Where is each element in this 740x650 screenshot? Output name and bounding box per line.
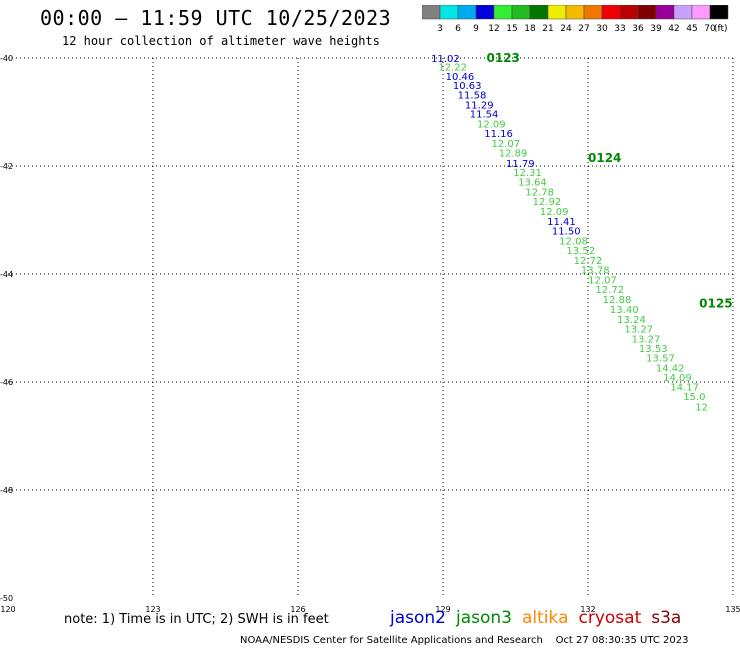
wave-height-point: 12.08 bbox=[559, 237, 588, 248]
x-tick-label: 123 bbox=[145, 605, 160, 614]
wave-height-point: 12.22 bbox=[438, 63, 467, 74]
wave-height-point: 12.88 bbox=[603, 295, 632, 306]
legend-s3a: s3a bbox=[651, 608, 682, 628]
wave-height-point: 14.09 bbox=[663, 373, 692, 384]
wave-height-point: 13.64 bbox=[518, 178, 547, 189]
wave-height-point: 13.57 bbox=[646, 354, 675, 365]
legend-jason2: jason2 bbox=[390, 608, 446, 628]
x-tick-label: 126 bbox=[290, 605, 305, 614]
x-tick-label: 129 bbox=[435, 605, 450, 614]
wave-height-point: 12.31 bbox=[513, 168, 542, 179]
colorbar-tick-label: 18 bbox=[524, 24, 536, 34]
y-tick-label: -44 bbox=[0, 270, 13, 279]
colorbar-tick-label: 6 bbox=[455, 24, 461, 34]
wave-height-point: 12.72 bbox=[595, 285, 624, 296]
wave-height-point: 11.29 bbox=[465, 100, 494, 111]
colorbar-tick-label: 15 bbox=[506, 24, 517, 34]
y-tick-label: -40 bbox=[0, 54, 13, 63]
y-tick-label: -48 bbox=[0, 486, 13, 495]
colorbar-swatch bbox=[709, 5, 729, 20]
color-scale-bar: 3 6 9 12 15 18 21 24 27 30 33 36 39 42 45 70(ft) bbox=[422, 5, 729, 34]
legend-jason3: jason3 bbox=[456, 608, 512, 628]
wave-height-point: 10.63 bbox=[453, 81, 482, 92]
wave-height-point: 14.42 bbox=[656, 363, 685, 374]
y-tick-label: -50 bbox=[0, 594, 13, 603]
wave-height-point: 12.09 bbox=[477, 119, 506, 130]
credit-line: NOAA/NESDIS Center for Satellite Applica… bbox=[240, 635, 689, 646]
wave-height-point: 13.24 bbox=[617, 315, 646, 326]
wave-height-point: 12.09 bbox=[540, 207, 569, 218]
colorbar-tick-label: 21 bbox=[542, 24, 553, 34]
wave-height-point: 11.50 bbox=[552, 226, 581, 237]
x-tick-label: 135 bbox=[725, 605, 740, 614]
wave-height-point: 11.54 bbox=[470, 110, 499, 121]
x-tick-label: 120 bbox=[0, 605, 15, 614]
legend-altika: altika bbox=[522, 608, 569, 628]
track-time-label: 0124 bbox=[588, 151, 621, 165]
wave-height-point: 13.40 bbox=[610, 305, 639, 316]
wave-height-point: 14.17 bbox=[670, 382, 699, 393]
wave-height-point: 11.79 bbox=[506, 159, 535, 170]
wave-height-point: 12.92 bbox=[533, 197, 562, 208]
colorbar-tick-label: 30 bbox=[596, 24, 608, 34]
colorbar-tick-label: 27 bbox=[578, 24, 589, 34]
colorbar-tick-label: 9 bbox=[473, 24, 479, 34]
y-tick-label: -42 bbox=[0, 162, 13, 171]
colorbar-tick-label: 24 bbox=[560, 24, 572, 34]
colorbar-unit-label: (ft) bbox=[714, 24, 728, 34]
wave-height-point: 11.58 bbox=[458, 91, 487, 102]
colorbar-tick-label: 3 bbox=[437, 24, 443, 34]
wave-height-point: 12 bbox=[695, 402, 708, 413]
colorbar-tick-label: 70 bbox=[704, 24, 716, 34]
wave-height-point: 13.52 bbox=[566, 246, 595, 257]
track-time-label: 0123 bbox=[487, 51, 520, 65]
track-time-label: 0125 bbox=[699, 297, 732, 311]
wave-height-point: 12.89 bbox=[499, 149, 528, 160]
colorbar-tick-label: 36 bbox=[632, 24, 644, 34]
wave-height-point: 12.78 bbox=[525, 187, 554, 198]
wave-height-point: 12.72 bbox=[574, 256, 603, 267]
wave-height-point: 11.16 bbox=[484, 129, 513, 140]
colorbar-tick-label: 39 bbox=[650, 24, 662, 34]
wave-height-point: 11.02 bbox=[431, 54, 460, 65]
wave-height-point: 13.78 bbox=[581, 266, 610, 277]
wave-height-point: 12.07 bbox=[492, 139, 521, 150]
x-tick-label: 132 bbox=[580, 605, 595, 614]
chart-subtitle: 12 hour collection of altimeter wave hei… bbox=[62, 34, 380, 48]
wave-height-point: 13.27 bbox=[632, 334, 661, 345]
colorbar-tick-label: 33 bbox=[614, 24, 625, 34]
wave-height-point: 13.53 bbox=[639, 344, 668, 355]
satellite-legend: jason2 jason3 altika cryosat s3a bbox=[390, 608, 691, 628]
colorbar-tick-label: 45 bbox=[686, 24, 697, 34]
chart-title: 00:00 – 11:59 UTC 10/25/2023 bbox=[40, 6, 392, 30]
wave-height-point: 15.0 bbox=[683, 392, 705, 403]
legend-cryosat: cryosat bbox=[578, 608, 642, 628]
wave-height-point: 11.41 bbox=[547, 217, 576, 228]
colorbar-tick-label: 12 bbox=[488, 24, 499, 34]
wave-height-point: 12.07 bbox=[588, 275, 617, 286]
colorbar-tick-label: 42 bbox=[668, 24, 679, 34]
footnote: note: 1) Time is in UTC; 2) SWH is in fe… bbox=[64, 612, 329, 627]
wave-height-point: 13.27 bbox=[624, 325, 653, 336]
y-tick-label: -46 bbox=[0, 378, 13, 387]
wave-height-point: 10.46 bbox=[446, 72, 475, 83]
